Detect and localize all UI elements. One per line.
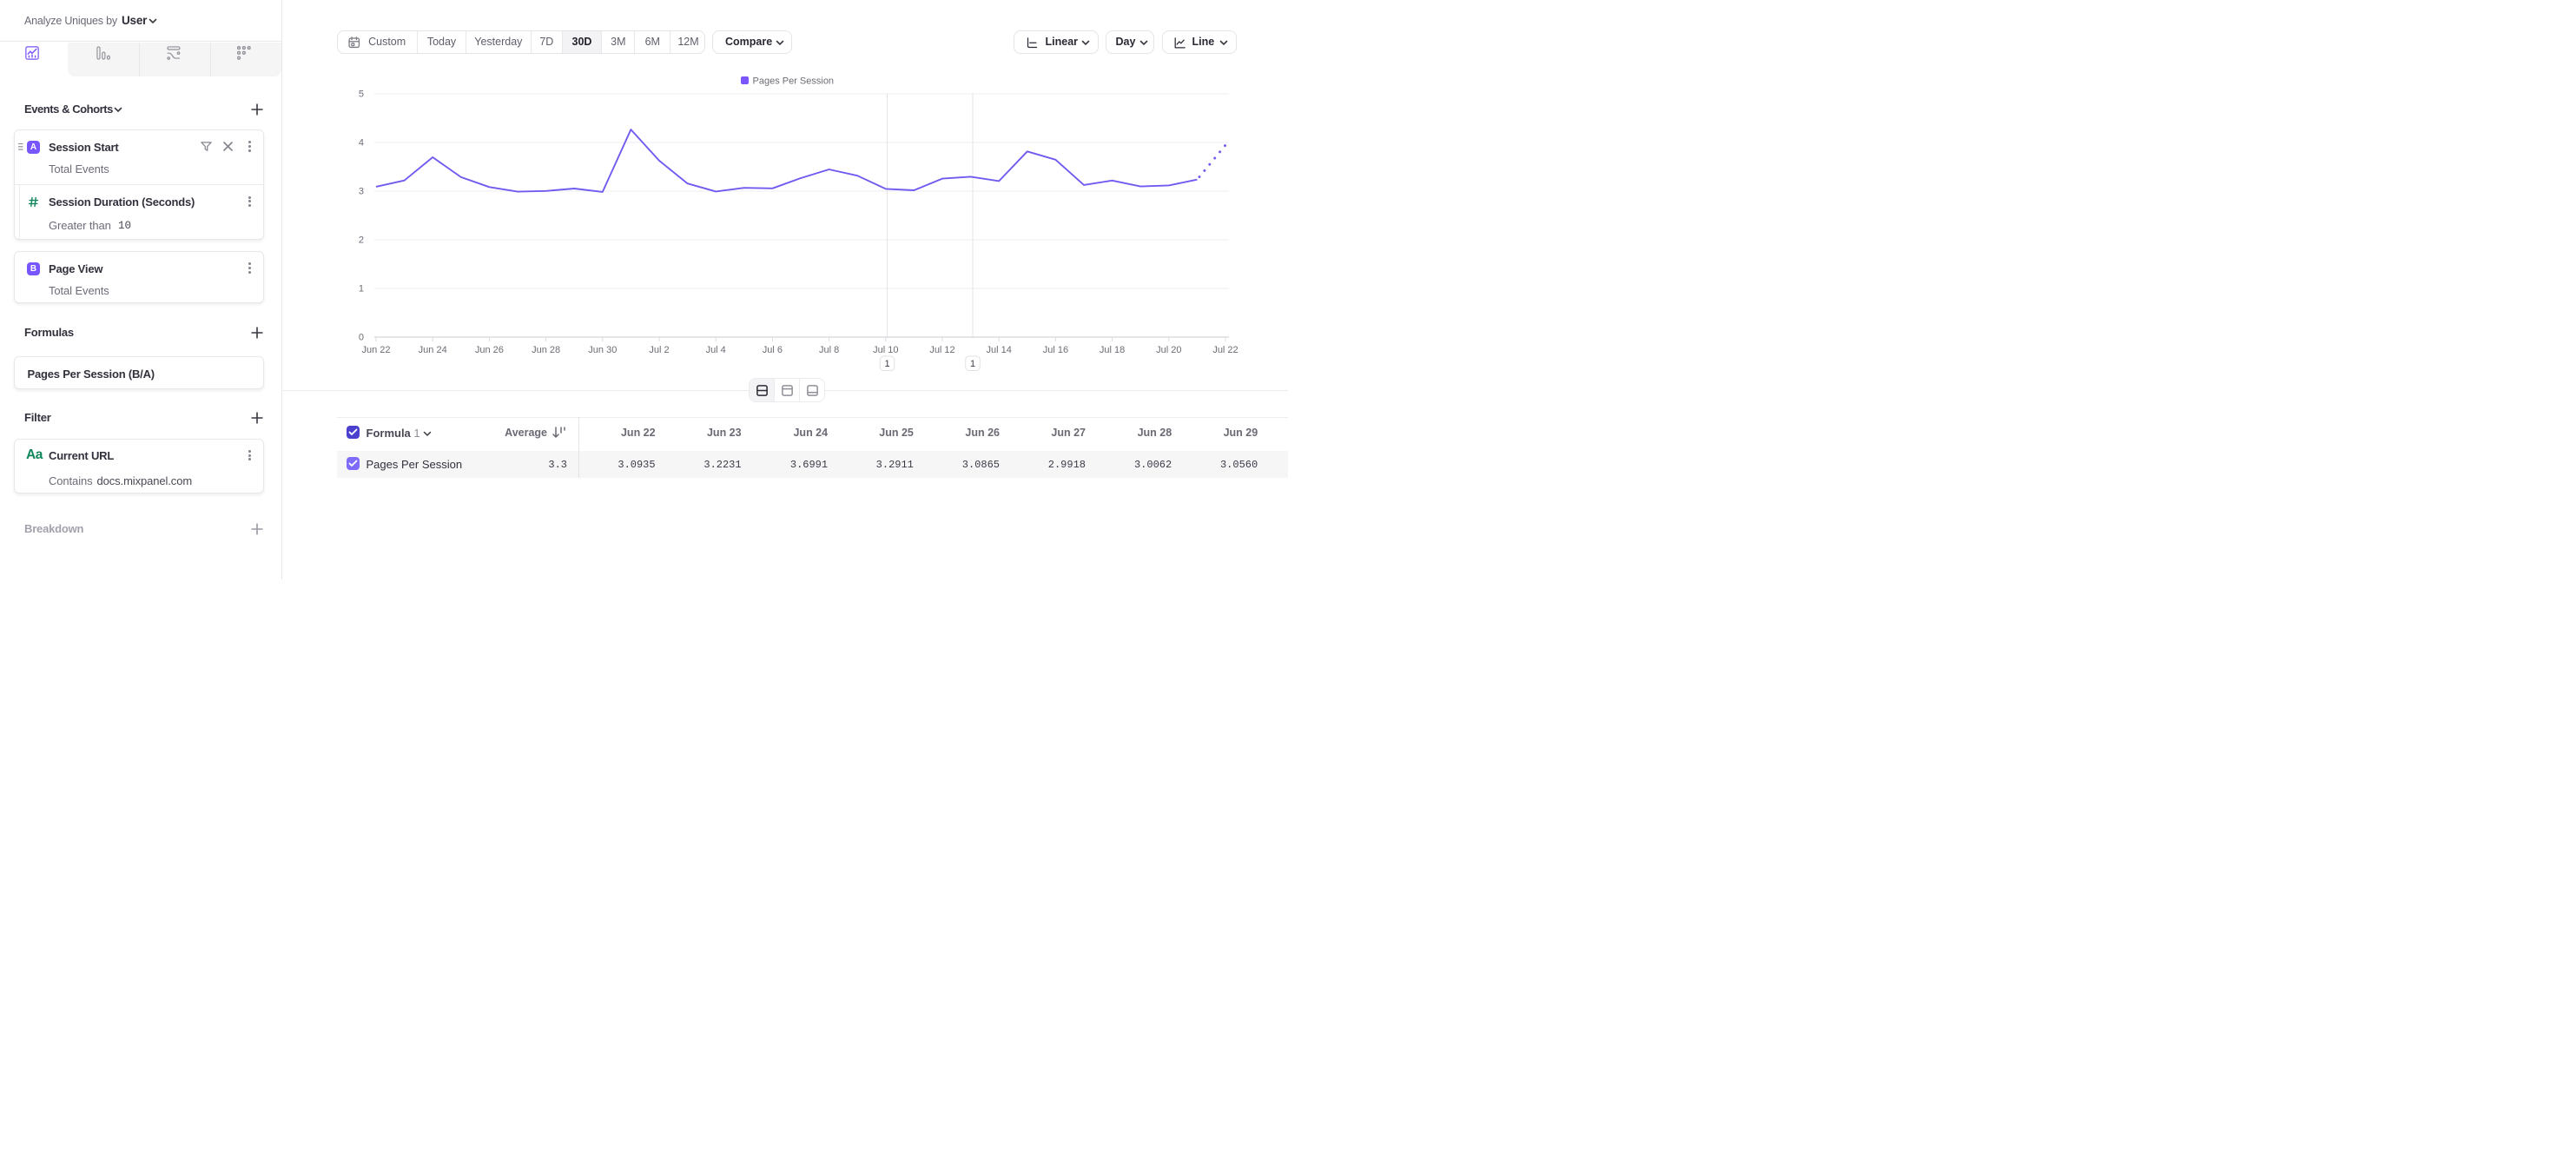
svg-text:Jul 6: Jul 6 [763,345,783,355]
svg-text:Jun 26: Jun 26 [475,345,504,355]
svg-text:Jul 12: Jul 12 [929,345,954,355]
svg-text:4: 4 [359,138,364,149]
svg-text:Jun 30: Jun 30 [588,345,617,355]
svg-text:Jul 8: Jul 8 [819,345,839,355]
svg-text:Pages Per Session: Pages Per Session [753,76,835,87]
svg-text:Jul 14: Jul 14 [987,345,1012,355]
svg-text:Jul 22: Jul 22 [1212,345,1238,355]
svg-text:Jun 24: Jun 24 [419,345,447,355]
svg-text:1: 1 [884,359,889,369]
svg-text:Jul 20: Jul 20 [1156,345,1181,355]
svg-text:Jul 18: Jul 18 [1100,345,1125,355]
svg-text:Jun 22: Jun 22 [361,345,390,355]
svg-text:0: 0 [359,333,364,343]
svg-text:Jul 2: Jul 2 [649,345,669,355]
svg-text:Jul 16: Jul 16 [1043,345,1068,355]
svg-text:2: 2 [359,235,364,246]
svg-text:Jul 4: Jul 4 [706,345,726,355]
svg-text:1: 1 [359,284,364,295]
svg-text:Jun 28: Jun 28 [532,345,560,355]
svg-text:3: 3 [359,187,364,197]
svg-text:5: 5 [359,89,364,100]
svg-text:1: 1 [970,359,975,369]
svg-text:Jul 10: Jul 10 [873,345,898,355]
